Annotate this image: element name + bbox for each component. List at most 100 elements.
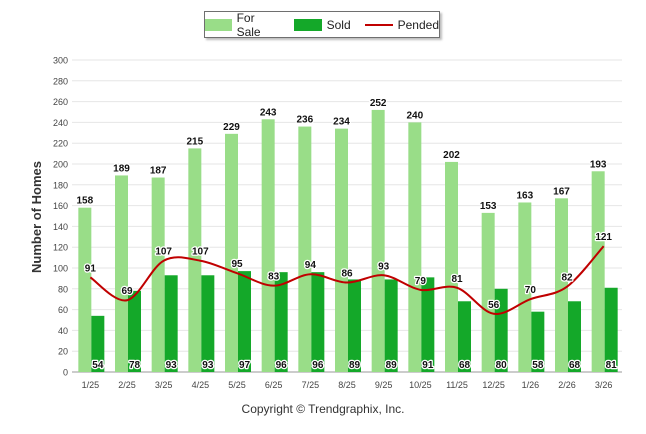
y-tick-label: 120	[53, 243, 68, 253]
label-sold: 68	[459, 360, 471, 371]
x-tick-label: 6/25	[265, 380, 283, 390]
label-for-sale: 189	[113, 163, 130, 174]
legend-item-sold[interactable]: Sold	[293, 17, 351, 32]
label-sold: 96	[312, 360, 324, 371]
bar-for-sale	[518, 202, 532, 372]
label-sold: 89	[349, 360, 361, 371]
y-tick-label: 80	[58, 284, 68, 294]
legend-swatch-for-sale	[205, 18, 232, 31]
label-for-sale: 229	[223, 122, 240, 133]
x-tick-label: 8/25	[338, 380, 356, 390]
bar-sold	[128, 290, 141, 372]
label-pended: 70	[525, 285, 537, 296]
label-pended: 93	[378, 261, 390, 272]
legend-item-pended[interactable]: Pended	[364, 17, 439, 32]
label-sold: 54	[92, 360, 104, 371]
label-sold: 80	[496, 360, 508, 371]
legend-swatch-sold	[293, 18, 322, 31]
label-for-sale: 153	[480, 201, 497, 212]
y-tick-label: 280	[53, 76, 68, 86]
legend: For Sale Sold Pended	[204, 11, 440, 39]
x-tick-label: 2/25	[118, 380, 136, 390]
label-pended: 56	[488, 300, 500, 311]
label-sold: 93	[202, 360, 214, 371]
label-sold: 91	[422, 360, 434, 371]
bar-for-sale	[555, 198, 568, 372]
label-for-sale: 202	[443, 150, 460, 161]
x-tick-label: 7/25	[302, 380, 320, 390]
y-axis-label: Number of Homes	[29, 161, 44, 273]
label-for-sale: 252	[370, 98, 387, 109]
bar-for-sale	[335, 128, 348, 372]
bar-for-sale	[298, 126, 312, 372]
label-pended: 69	[121, 286, 133, 297]
legend-label-sold: Sold	[326, 17, 351, 32]
y-tick-label: 0	[63, 368, 68, 378]
bar-sold	[274, 272, 288, 372]
y-tick-label: 140	[53, 222, 68, 232]
label-pended: 95	[231, 259, 243, 270]
bar-sold	[604, 287, 618, 372]
x-tick-label: 3/26	[595, 380, 613, 390]
y-tick-label: 240	[53, 118, 68, 128]
y-tick-label: 40	[58, 326, 68, 336]
label-for-sale: 236	[296, 115, 313, 126]
bar-sold	[91, 315, 105, 372]
x-tick-label: 4/25	[192, 380, 210, 390]
bar-for-sale	[78, 207, 92, 372]
y-tick-label: 180	[53, 180, 68, 190]
x-tick-label: 3/25	[155, 380, 173, 390]
label-for-sale: 167	[553, 186, 570, 197]
bar-sold	[494, 288, 508, 372]
label-for-sale: 215	[186, 136, 203, 147]
x-tick-label: 2/26	[558, 380, 576, 390]
legend-label-pended: Pended	[397, 17, 439, 32]
label-sold: 68	[569, 360, 581, 371]
label-pended: 79	[415, 276, 427, 287]
pended-line	[89, 245, 605, 315]
bar-sold	[201, 275, 215, 372]
bar-sold	[164, 275, 178, 372]
x-tick-label: 9/25	[375, 380, 393, 390]
x-tick-label: 1/26	[522, 380, 540, 390]
label-for-sale: 234	[333, 117, 350, 128]
legend-swatch-pended	[364, 23, 393, 26]
bar-for-sale	[445, 161, 458, 372]
x-tick-label: 1/25	[82, 380, 100, 390]
label-pended: 107	[155, 247, 172, 258]
label-pended: 107	[192, 247, 209, 258]
x-tick-label: 11/25	[446, 380, 468, 390]
label-sold: 97	[239, 360, 251, 371]
bar-for-sale	[225, 133, 238, 372]
bar-for-sale	[481, 212, 495, 372]
y-tick-label: 160	[53, 201, 68, 211]
label-for-sale: 158	[76, 196, 93, 207]
label-for-sale: 193	[590, 159, 607, 170]
bars	[78, 109, 618, 373]
x-tick-label: 5/25	[228, 380, 246, 390]
bar-sold	[568, 301, 581, 372]
bar-for-sale	[591, 171, 605, 372]
label-pended: 121	[595, 232, 612, 243]
label-pended: 86	[341, 269, 353, 280]
x-tick-label: 10/25	[409, 380, 432, 390]
label-pended: 94	[305, 260, 317, 271]
y-tick-label: 100	[53, 264, 68, 274]
bar-sold	[531, 311, 545, 372]
label-sold: 93	[166, 360, 178, 371]
bar-for-sale	[151, 177, 165, 372]
label-for-sale: 243	[260, 107, 277, 118]
label-pended: 83	[268, 272, 280, 283]
label-sold: 58	[532, 360, 544, 371]
legend-item-for-sale[interactable]: For Sale	[205, 11, 280, 39]
legend-label-for-sale: For Sale	[236, 10, 261, 39]
label-sold: 78	[129, 360, 141, 371]
y-tick-label: 300	[53, 56, 68, 66]
bar-sold	[238, 271, 251, 372]
label-for-sale: 240	[406, 110, 423, 121]
bar-for-sale	[115, 175, 128, 372]
bar-sold	[384, 279, 398, 372]
bar-for-sale	[371, 109, 385, 373]
y-tick-labels: 0 20 40 60 80 100 120 140 160 180 200 220 240 260 280 3…	[53, 56, 68, 378]
